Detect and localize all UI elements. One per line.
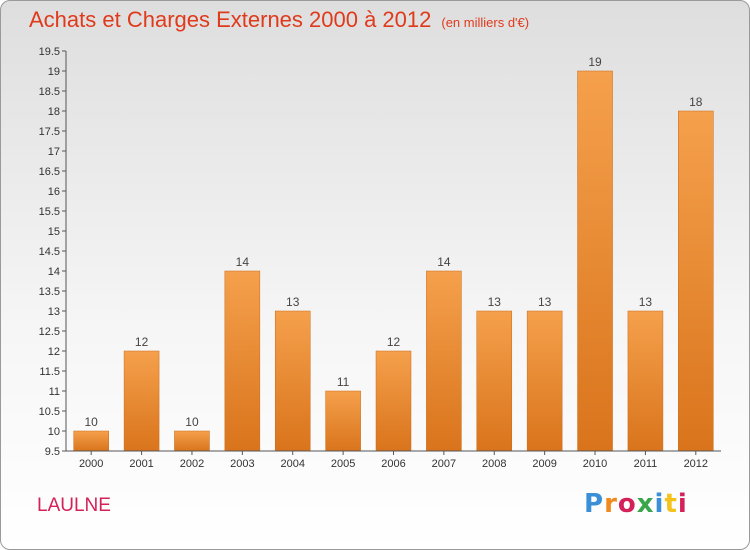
y-tick-label: 11 [49, 386, 60, 398]
x-tick-label-2008: 2008 [482, 458, 506, 470]
data-label-2011: 13 [639, 295, 653, 309]
y-tick-label: 10.5 [39, 406, 60, 418]
bar-2006 [375, 350, 412, 452]
x-tick-label-2007: 2007 [432, 458, 456, 470]
y-tick-label: 13 [48, 306, 60, 318]
x-tick-label-2010: 2010 [583, 458, 607, 470]
y-tick-label: 13.5 [39, 286, 60, 298]
proxiti-logo: Proxiti [584, 489, 688, 519]
x-tick-label-2011: 2011 [634, 458, 658, 470]
logo-letter: t [664, 489, 678, 519]
bar-2003 [224, 270, 261, 452]
y-tick-label: 15 [48, 226, 60, 238]
data-label-2010: 19 [588, 55, 602, 69]
bars: 10 12 10 14 13 11 12 14 13 13 19 13 18 [73, 55, 714, 452]
bar-2011 [627, 310, 664, 452]
y-tick-label: 14.5 [39, 246, 60, 258]
y-tick-label: 12.5 [39, 326, 60, 338]
data-label-2002: 10 [185, 415, 199, 429]
y-tick-label: 17.5 [39, 126, 60, 138]
y-tick-label: 15.5 [39, 206, 60, 218]
bar-2010 [577, 70, 613, 452]
y-tick-label: 18 [48, 106, 60, 118]
logo-letter: x [636, 489, 655, 519]
bar-2012 [678, 110, 714, 452]
x-tick-label-2009: 2009 [532, 458, 556, 470]
data-label-2004: 13 [286, 295, 300, 309]
data-label-2009: 13 [538, 295, 552, 309]
x-tick-label-2000: 2000 [79, 458, 103, 470]
y-tick-label: 16 [48, 186, 60, 198]
data-label-2008: 13 [488, 295, 502, 309]
y-tick-label: 12 [48, 346, 60, 358]
y-tick-label: 14 [48, 266, 60, 278]
y-tick-label: 19 [48, 66, 60, 78]
logo-letter: i [654, 489, 665, 519]
data-label-2006: 12 [387, 335, 401, 349]
bar-2007 [426, 270, 462, 452]
x-tick-label-2005: 2005 [331, 458, 355, 470]
y-tick-label: 19.5 [39, 46, 60, 58]
x-tick-label-2006: 2006 [381, 458, 405, 470]
bar-2000 [73, 430, 109, 452]
bar-2009 [526, 310, 563, 452]
x-tick-label-2001: 2001 [129, 458, 153, 470]
bar-2008 [476, 310, 513, 452]
y-tick-label: 11.5 [39, 366, 60, 378]
y-tick-label: 10 [48, 426, 60, 438]
logo-letter: o [617, 489, 637, 519]
data-label-2000: 10 [85, 415, 99, 429]
x-tick-label-2004: 2004 [280, 458, 304, 470]
y-tick-label: 18.5 [39, 86, 60, 98]
chart-title: Achats et Charges Externes 2000 à 2012 (e… [29, 7, 529, 33]
bar-2001 [123, 350, 160, 452]
data-label-2007: 14 [437, 255, 451, 269]
chart-title-text: Achats et Charges Externes 2000 à 2012 [29, 7, 432, 32]
bar-2005 [325, 390, 361, 452]
commune-name: LAULNE [37, 495, 111, 516]
logo-letter: i [677, 489, 688, 519]
x-tick-label-2002: 2002 [180, 458, 204, 470]
y-tick-label: 17 [48, 146, 60, 158]
x-tick-label-2003: 2003 [230, 458, 254, 470]
y-tick-label: 9.5 [45, 446, 60, 458]
axes: 9.5 10 10.5 11 11.5 12 12.5 13 13.5 14 14.5 15 15.5 1… [39, 46, 721, 470]
data-label-2001: 12 [135, 335, 149, 349]
data-label-2003: 14 [236, 255, 250, 269]
chart-subtitle: (en milliers d'€) [441, 15, 530, 30]
y-tick-label: 16.5 [39, 166, 60, 178]
data-label-2005: 11 [337, 375, 350, 389]
bar-2004 [274, 310, 311, 452]
logo-letter: r [604, 489, 618, 519]
data-label-2012: 18 [689, 95, 703, 109]
logo-letter: P [584, 489, 605, 519]
bar-2002 [174, 430, 210, 452]
x-tick-label-2012: 2012 [684, 458, 708, 470]
